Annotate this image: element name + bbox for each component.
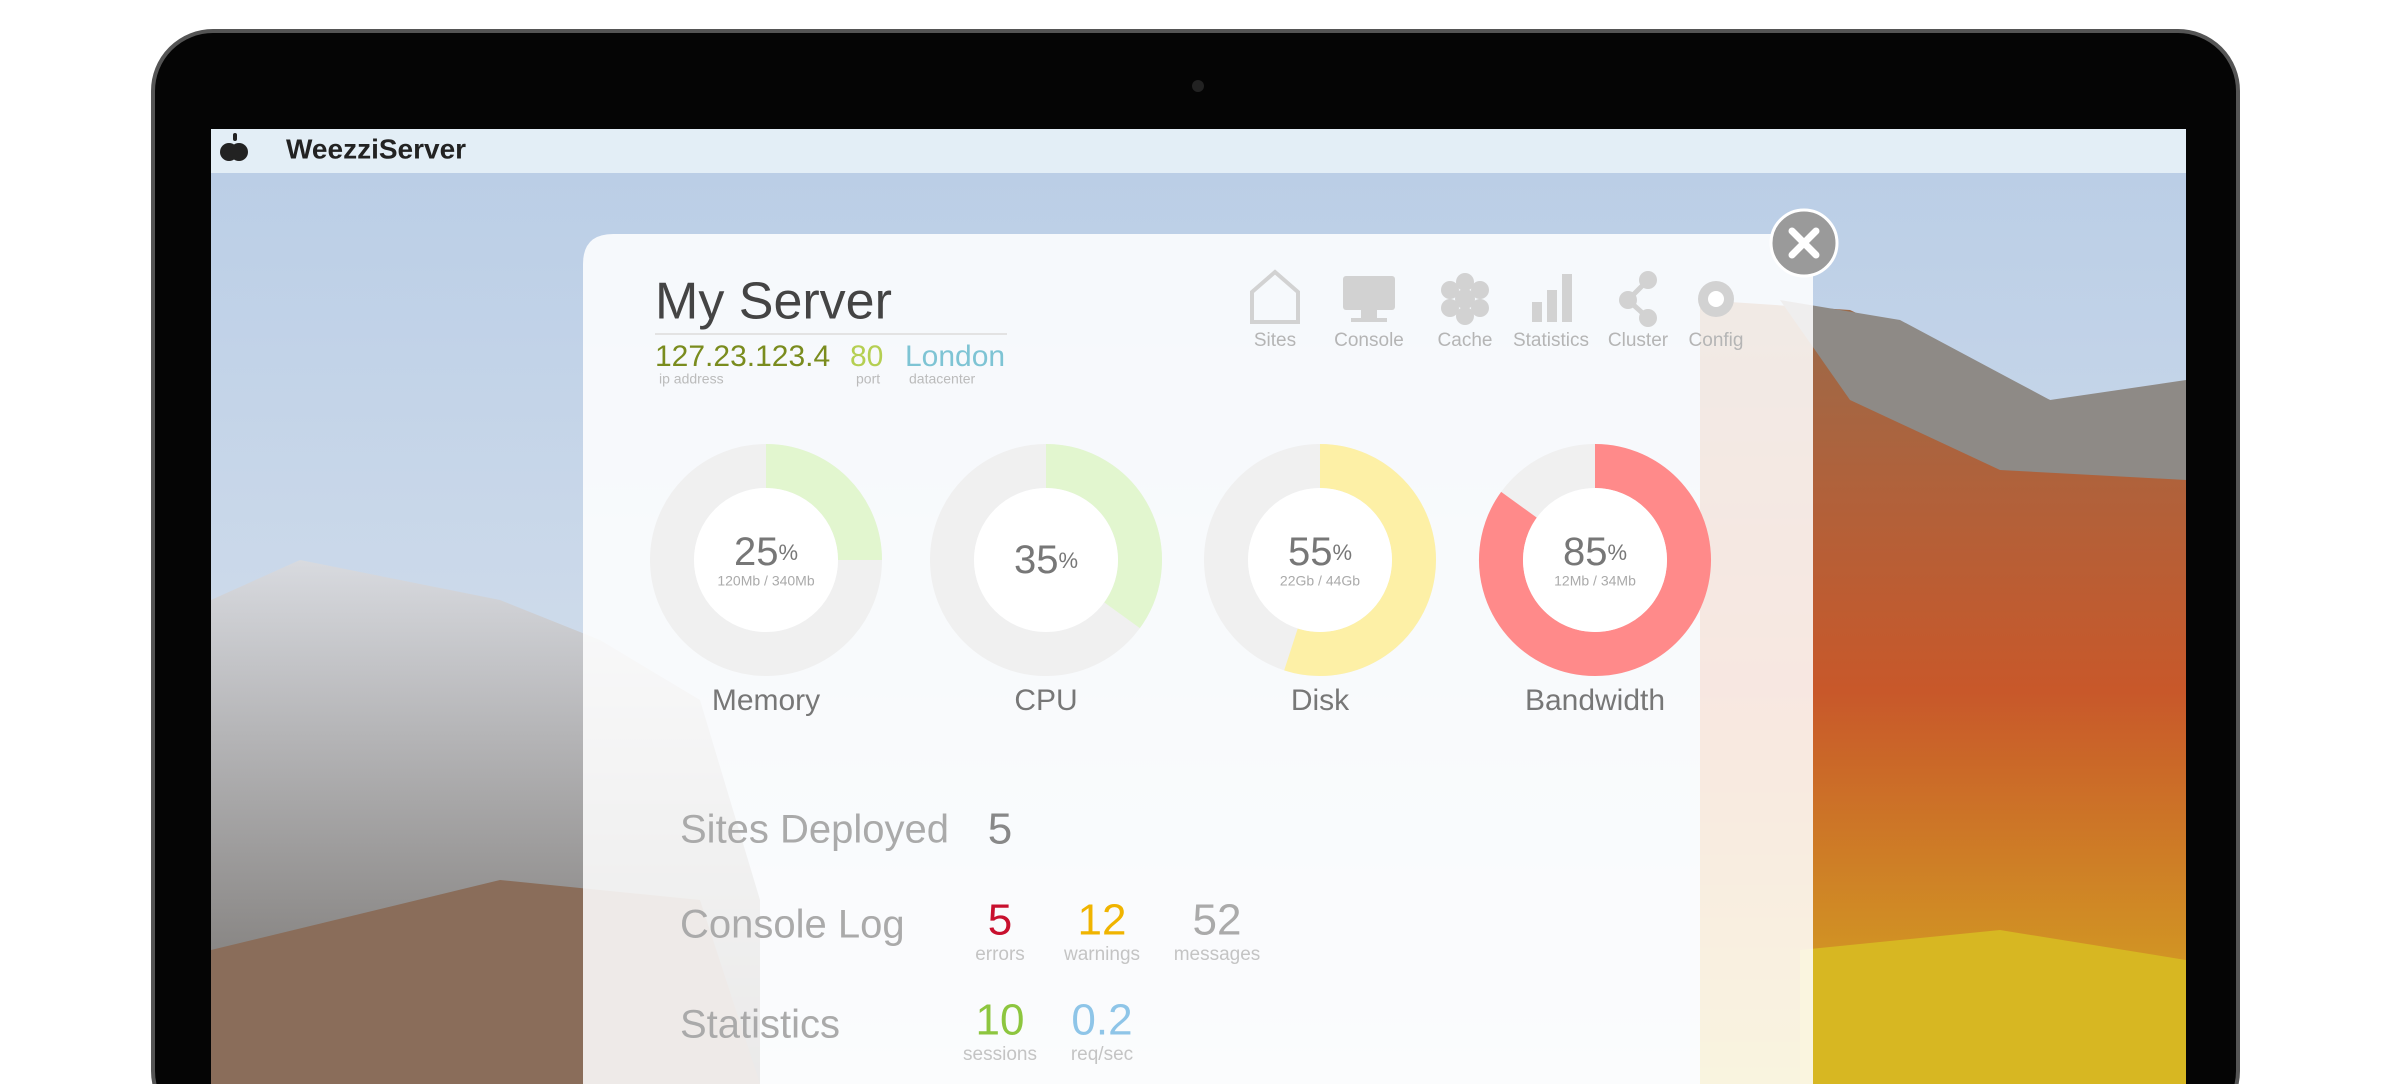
gauge-unit: % (1332, 540, 1352, 565)
gauge-center (694, 488, 838, 632)
gauge-number: 55 (1288, 530, 1333, 574)
stat-caption: errors (975, 944, 1025, 965)
gauge-arc (1284, 444, 1436, 676)
address-label: datacenter (909, 371, 975, 387)
stat-caption: req/sec (1071, 1044, 1133, 1065)
menu-bar (211, 129, 2186, 173)
address-value: London (905, 340, 1005, 373)
nav-label[interactable]: Cluster (1608, 330, 1669, 351)
stat-caption: warnings (1063, 944, 1140, 965)
gauge-number: 25 (734, 530, 779, 574)
gauge-center (1523, 488, 1667, 632)
gauge-center (974, 488, 1118, 632)
gauge-arc (765, 444, 882, 561)
gauge-number: 35 (1014, 538, 1059, 582)
gauge-detail: 22Gb / 44Gb (1280, 573, 1360, 589)
address-label: ip address (659, 371, 724, 387)
stat-value: 12 (1078, 896, 1127, 945)
gauge-value: 35% (1014, 538, 1078, 582)
nav-label[interactable]: Sites (1254, 330, 1296, 351)
gauge-number: 85 (1563, 530, 1608, 574)
gauge-label: Disk (1291, 684, 1350, 717)
close-button[interactable] (1769, 208, 1839, 278)
gauge-value: 25% (734, 530, 798, 574)
nav-icons (1250, 269, 1734, 327)
stat-value: 52 (1193, 896, 1242, 945)
stat-value: 5 (988, 896, 1012, 945)
stat-value: 5 (988, 805, 1012, 854)
gauge-unit: % (1058, 548, 1078, 573)
address-value: 127.23.123.4 (655, 340, 830, 373)
gauge-detail: 12Mb / 34Mb (1554, 573, 1636, 589)
stat-label: Statistics (680, 1003, 840, 1047)
gauge-label: Memory (712, 684, 820, 717)
apple-logo (220, 133, 248, 161)
stat-label: Console Log (680, 903, 905, 947)
gauge-center (1248, 488, 1392, 632)
nav-label[interactable]: Cache (1438, 330, 1493, 351)
gauge-value: 55% (1288, 530, 1352, 574)
stat-caption: messages (1174, 944, 1261, 965)
gauge-unit: % (1607, 540, 1627, 565)
server-title: My Server (655, 273, 892, 331)
nav-label[interactable]: Config (1689, 330, 1744, 351)
gauge-arc (1045, 444, 1162, 629)
stat-caption: sessions (963, 1044, 1037, 1065)
stat-label: Sites Deployed (680, 808, 949, 852)
app-name[interactable]: WeezziServer (286, 133, 466, 164)
gauge-label: Bandwidth (1525, 684, 1665, 717)
address-label: port (856, 371, 880, 387)
server-panel (583, 234, 1813, 1084)
stat-value: 10 (976, 996, 1025, 1045)
gauge-arc (1479, 444, 1711, 676)
stat-value: 0.2 (1071, 996, 1132, 1045)
gauge-value: 85% (1563, 530, 1627, 574)
nav-label[interactable]: Console (1334, 330, 1404, 351)
gauge-unit: % (778, 540, 798, 565)
nav-label[interactable]: Statistics (1513, 330, 1589, 351)
gauge-label: CPU (1014, 684, 1077, 717)
camera (1192, 80, 1204, 92)
gauge-detail: 120Mb / 340Mb (717, 573, 814, 589)
address-value: 80 (850, 340, 883, 373)
